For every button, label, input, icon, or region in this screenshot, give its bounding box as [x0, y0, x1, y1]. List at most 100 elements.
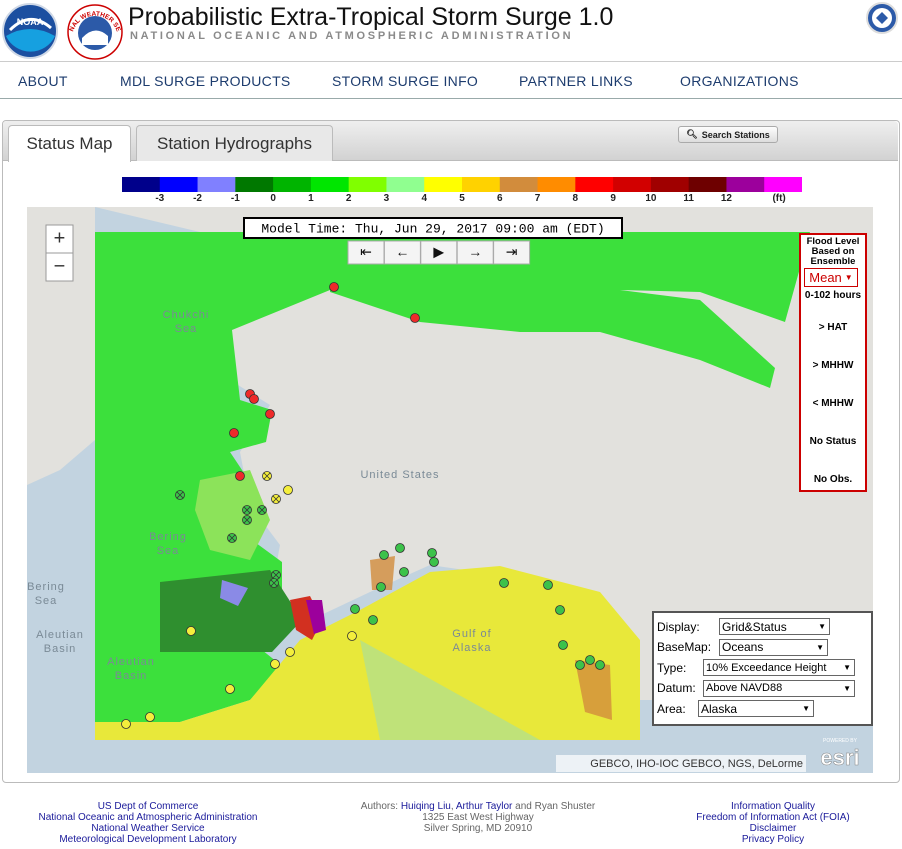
page-subtitle: NATIONAL OCEANIC AND ATMOSPHERIC ADMINIS…: [130, 30, 574, 42]
legend-label: No Status: [809, 436, 857, 447]
map[interactable]: Chukchi Sea United States Bering Sea Bering Se…: [27, 207, 873, 773]
footer-link[interactable]: National Weather Service: [91, 823, 205, 834]
station-marker[interactable]: [429, 557, 439, 567]
station-cross: [272, 495, 280, 503]
station-marker[interactable]: [145, 712, 155, 722]
control-value: Alaska: [701, 701, 738, 716]
color-scale-label: 12: [720, 193, 732, 204]
statistic-select[interactable]: Mean ▼: [804, 268, 858, 287]
station-marker[interactable]: [543, 580, 553, 590]
station-marker[interactable]: [585, 655, 595, 665]
legend-label: < MHHW: [812, 398, 854, 409]
control-label: Area:: [657, 701, 686, 716]
select-arrow: ▼: [843, 683, 851, 693]
station-cross: [272, 571, 280, 579]
station-marker[interactable]: [121, 719, 131, 729]
select-arrow: ▼: [843, 663, 851, 672]
footer-link[interactable]: Meteorological Development Laboratory: [59, 834, 237, 845]
station-marker[interactable]: [427, 548, 437, 558]
color-swatch: [613, 177, 652, 192]
station-marker[interactable]: [376, 582, 386, 592]
surge-area: [220, 580, 248, 606]
statistic-value: Mean: [809, 270, 842, 285]
noaa-logo-text: NOAA: [17, 17, 44, 27]
station-marker[interactable]: [499, 578, 509, 588]
station-marker[interactable]: [379, 550, 389, 560]
station-marker[interactable]: [329, 282, 339, 292]
model-time-box: [243, 217, 623, 239]
footer-link[interactable]: Disclaimer: [749, 823, 797, 834]
control-select[interactable]: 10% Exceedance Height ▼: [703, 659, 855, 676]
color-swatch: [537, 177, 576, 192]
station-marker[interactable]: [265, 409, 275, 419]
place-label: Sea: [157, 545, 180, 557]
playback-icon: ←: [395, 244, 409, 260]
select-arrow: ▼: [844, 273, 853, 282]
tab[interactable]: Status Map: [8, 125, 131, 162]
station-marker[interactable]: [558, 640, 568, 650]
station-marker[interactable]: [270, 659, 280, 669]
nav-link[interactable]: PARTNER LINKS: [519, 73, 633, 89]
station-marker[interactable]: [368, 615, 378, 625]
footer-link[interactable]: National Oceanic and Atmospheric Adminis…: [38, 812, 258, 823]
color-swatch: [348, 177, 387, 192]
color-scale: [122, 177, 802, 192]
color-swatch: [386, 177, 425, 192]
footer-link[interactable]: Information Quality: [731, 801, 815, 812]
color-scale-label: 11: [683, 193, 694, 204]
footer-link[interactable]: US Dept of Commerce: [97, 801, 199, 812]
nav-link[interactable]: STORM SURGE INFO: [332, 73, 479, 89]
nav-link[interactable]: MDL SURGE PRODUCTS: [120, 73, 291, 89]
control-select[interactable]: Grid&Status ▼: [719, 618, 830, 635]
author-link[interactable]: Huiqing Liu: [400, 801, 451, 812]
zoom-in[interactable]: [45, 224, 74, 254]
station-marker[interactable]: [595, 660, 605, 670]
control-select[interactable]: Alaska ▼: [698, 700, 814, 717]
color-scale-label: 0: [270, 193, 276, 204]
control-label: Display:: [657, 619, 700, 634]
nav-link[interactable]: ABOUT: [18, 73, 68, 89]
station-marker[interactable]: [395, 543, 405, 553]
color-swatch: [235, 177, 274, 192]
station-marker[interactable]: [283, 485, 293, 495]
tab[interactable]: Station Hydrographs: [136, 125, 333, 161]
control-select[interactable]: Above NAVD88 ▼: [703, 679, 855, 697]
station-marker[interactable]: [399, 567, 409, 577]
station-marker[interactable]: [555, 605, 565, 615]
station-marker[interactable]: [575, 660, 585, 670]
control-value: 10% Exceedance Height: [706, 661, 827, 674]
legend: Flood Level Based on Ensemble Mean ▼ 0-102 ho…: [799, 233, 867, 492]
control-label: Datum:: [657, 681, 696, 695]
search-button[interactable]: 🔍︎ Search Stations: [678, 126, 778, 143]
station-marker[interactable]: [410, 313, 420, 323]
color-scale-label: 10: [645, 193, 657, 204]
station-marker[interactable]: [249, 394, 259, 404]
color-scale-label: 2: [345, 193, 352, 204]
author-link[interactable]: Arthur Taylor: [455, 801, 513, 812]
station-marker[interactable]: [186, 626, 196, 636]
station-marker[interactable]: [225, 684, 235, 694]
authors: Authors: Huiqing Liu, Arthur Taylor and …: [361, 801, 595, 812]
station-marker[interactable]: [347, 631, 357, 641]
legend-title: Ensemble: [810, 256, 856, 267]
color-swatch: [764, 177, 802, 192]
color-scale-label: -1: [230, 193, 240, 204]
footer-link[interactable]: Privacy Policy: [741, 834, 805, 845]
nav-link[interactable]: ORGANIZATIONS: [680, 73, 799, 89]
place-label: Alaska: [452, 642, 491, 654]
nav-bar: ABOUT MDL SURGE PRODUCTS STORM SURGE INFO P…: [0, 61, 902, 99]
zoom-out[interactable]: [45, 252, 74, 282]
station-marker[interactable]: [285, 647, 295, 657]
esri-logo: esri: [820, 745, 859, 770]
control-select[interactable]: Oceans ▼: [719, 638, 828, 656]
footer-link[interactable]: Freedom of Information Act (FOIA): [696, 812, 850, 823]
station-marker[interactable]: [229, 428, 239, 438]
place-labels: Chukchi Sea United States Bering Sea Bering Se…: [27, 309, 491, 682]
station-marker[interactable]: [350, 604, 360, 614]
color-swatch: [159, 177, 199, 192]
station-marker[interactable]: [235, 471, 245, 481]
station-cross: [258, 506, 266, 514]
color-swatch: [197, 177, 236, 192]
playback-button[interactable]: [493, 240, 531, 265]
place-label: Basin: [115, 670, 148, 682]
